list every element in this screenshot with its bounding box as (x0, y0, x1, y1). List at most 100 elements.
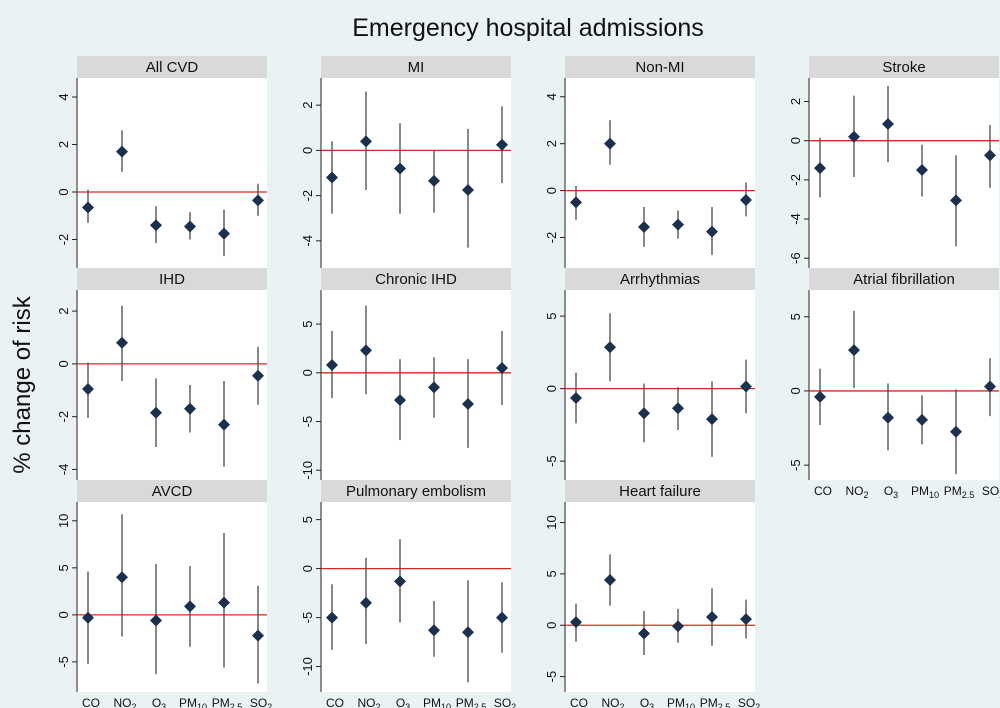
panel-pulmonary-embolism-y-tick-label: -10 (300, 657, 315, 676)
panel-ihd-point-no2 (116, 336, 128, 349)
panel-arrhythmias-strip (565, 268, 755, 290)
panel-arrhythmias-point-co (570, 392, 582, 405)
panel-atrial-fibrillation-strip (809, 268, 999, 290)
panel-stroke-point-so2 (984, 149, 996, 162)
panel-ihd-y-tick-label: 0 (56, 360, 71, 367)
panel-stroke-point-o3 (882, 118, 894, 131)
panel-avcd-x-label-no2: NO2 (113, 696, 136, 708)
panel-atrial-fibrillation-point-pm2-5 (950, 425, 962, 438)
panel-pulmonary-embolism-point-so2 (496, 611, 508, 624)
panel-heart-failure-point-no2 (604, 574, 616, 587)
panel-mi-y-tick-label: 2 (300, 102, 315, 109)
panel-mi-y-tick-label: -4 (300, 235, 315, 247)
panel-ihd-point-so2 (252, 369, 264, 382)
panel-atrial-fibrillation-point-pm10 (916, 413, 928, 426)
panel-avcd-point-pm10 (184, 600, 196, 613)
panel-heart-failure-point-pm10 (672, 620, 684, 633)
panel-non-mi-point-pm10 (672, 218, 684, 231)
panel-heart-failure-x-label-so2: SO2 (738, 696, 760, 708)
panel-pulmonary-embolism-x-label-no2: NO2 (357, 696, 380, 708)
panel-atrial-fibrillation-background (809, 268, 999, 480)
panel-atrial-fibrillation-point-no2 (848, 344, 860, 357)
panel-heart-failure-point-pm2-5 (706, 611, 718, 624)
panel-heart-failure-x-label-no2: NO2 (601, 696, 624, 708)
panel-non-mi-strip-label: Non-MI (635, 59, 684, 76)
panel-non-mi-point-so2 (740, 193, 752, 206)
panel-heart-failure-background (565, 480, 755, 692)
panel-mi-strip (321, 56, 511, 78)
panel-atrial-fibrillation-y-tick-label: 0 (788, 387, 803, 394)
panel-mi-point-co (326, 171, 338, 184)
panel-heart-failure-point-o3 (638, 627, 650, 640)
panel-avcd-y-tick-label: 10 (56, 514, 71, 528)
panel-atrial-fibrillation-point-so2 (984, 380, 996, 393)
panel-arrhythmias-y-tick-label: -5 (544, 455, 559, 467)
panel-atrial-fibrillation-point-o3 (882, 411, 894, 424)
panel-heart-failure-x-label-pm2-5: PM2.5 (700, 696, 731, 708)
panel-non-mi-y-tick-label: 2 (544, 140, 559, 147)
panel-avcd-x-label-so2: SO2 (250, 696, 272, 708)
panel-arrhythmias-background (565, 268, 755, 480)
panel-pulmonary-embolism-strip-label: Pulmonary embolism (346, 483, 486, 500)
panel-all-cvd-y-tick-label: -2 (56, 234, 71, 246)
panel-chronic-ihd-y-tick-label: -5 (300, 416, 315, 428)
panel-atrial-fibrillation-point-co (814, 390, 826, 403)
panel-ihd-point-o3 (150, 406, 162, 419)
panel-avcd-y-tick-label: 5 (56, 564, 71, 571)
panel-stroke-y-tick-label: -4 (788, 213, 803, 225)
panel-chronic-ihd-point-co (326, 359, 338, 372)
panel-avcd-strip-label: AVCD (152, 483, 193, 500)
panel-all-cvd-point-o3 (150, 219, 162, 232)
panel-ihd-background (77, 268, 267, 480)
panel-non-mi-point-co (570, 196, 582, 209)
panel-arrhythmias-point-pm10 (672, 402, 684, 415)
panel-pulmonary-embolism-point-no2 (360, 596, 372, 609)
panel-atrial-fibrillation-x-label-pm2-5: PM2.5 (944, 484, 975, 500)
panel-chronic-ihd-background (321, 268, 511, 480)
panel-pulmonary-embolism-x-label-o3: O3 (396, 696, 410, 708)
panel-arrhythmias: Arrhythmias -5 0 5 (544, 268, 755, 480)
panel-chronic-ihd-point-pm10 (428, 381, 440, 394)
panel-mi-point-o3 (394, 162, 406, 175)
panel-non-mi: Non-MI -2 0 2 4 (544, 56, 755, 268)
panel-mi: MI -4 -2 0 2 (300, 56, 511, 268)
panel-avcd-x-label-o3: O3 (152, 696, 166, 708)
panel-stroke-background (809, 56, 999, 268)
panel-all-cvd-point-co (82, 201, 94, 214)
y-axis-title: % change of risk (9, 295, 36, 473)
panel-all-cvd-point-so2 (252, 194, 264, 207)
panel-non-mi-background (565, 56, 755, 268)
panel-pulmonary-embolism-point-pm10 (428, 624, 440, 637)
panel-atrial-fibrillation-strip-label: Atrial fibrillation (853, 271, 955, 288)
panel-stroke-point-pm10 (916, 164, 928, 177)
panel-heart-failure-point-so2 (740, 613, 752, 626)
panel-ihd-y-tick-label: 2 (56, 307, 71, 314)
panel-avcd-strip (77, 480, 267, 502)
panel-pulmonary-embolism-point-co (326, 611, 338, 624)
panel-chronic-ihd-y-tick-label: 5 (300, 320, 315, 327)
panel-ihd-point-pm2-5 (218, 418, 230, 431)
panel-pulmonary-embolism-y-tick-label: 0 (300, 565, 315, 572)
panel-stroke-strip (809, 56, 999, 78)
panel-arrhythmias-point-no2 (604, 341, 616, 354)
panel-heart-failure-x-label-co: CO (570, 696, 588, 708)
panel-heart-failure-x-label-o3: O3 (640, 696, 654, 708)
panel-non-mi-y-tick-label: 4 (544, 93, 559, 100)
panel-arrhythmias-point-o3 (638, 407, 650, 420)
panel-chronic-ihd-point-no2 (360, 344, 372, 357)
panel-ihd-y-tick-label: -4 (56, 464, 71, 476)
panel-mi-point-pm2-5 (462, 183, 474, 196)
panel-mi-background (321, 56, 511, 268)
panel-pulmonary-embolism-x-label-co: CO (326, 696, 344, 708)
panel-atrial-fibrillation-x-label-co: CO (814, 484, 832, 498)
panel-heart-failure: Heart failure -5 0 5 10 CO NO2 O3 PM10 PM2.5 SO2 (544, 480, 760, 708)
panel-non-mi-point-o3 (638, 220, 650, 233)
panel-atrial-fibrillation-y-tick-label: -5 (788, 459, 803, 471)
panel-chronic-ihd-strip (321, 268, 511, 290)
panel-pulmonary-embolism: Pulmonary embolism -10 -5 0 5 CO NO2 O3 PM10 PM2.… (300, 480, 516, 708)
panel-atrial-fibrillation-x-label-no2: NO2 (845, 484, 868, 500)
panel-avcd-point-so2 (252, 629, 264, 642)
panel-all-cvd-y-tick-label: 0 (56, 188, 71, 195)
panel-ihd-strip-label: IHD (159, 271, 185, 288)
panel-avcd: AVCD -5 0 5 10 CO NO2 O3 PM10 PM2.5 SO2 (56, 480, 272, 708)
